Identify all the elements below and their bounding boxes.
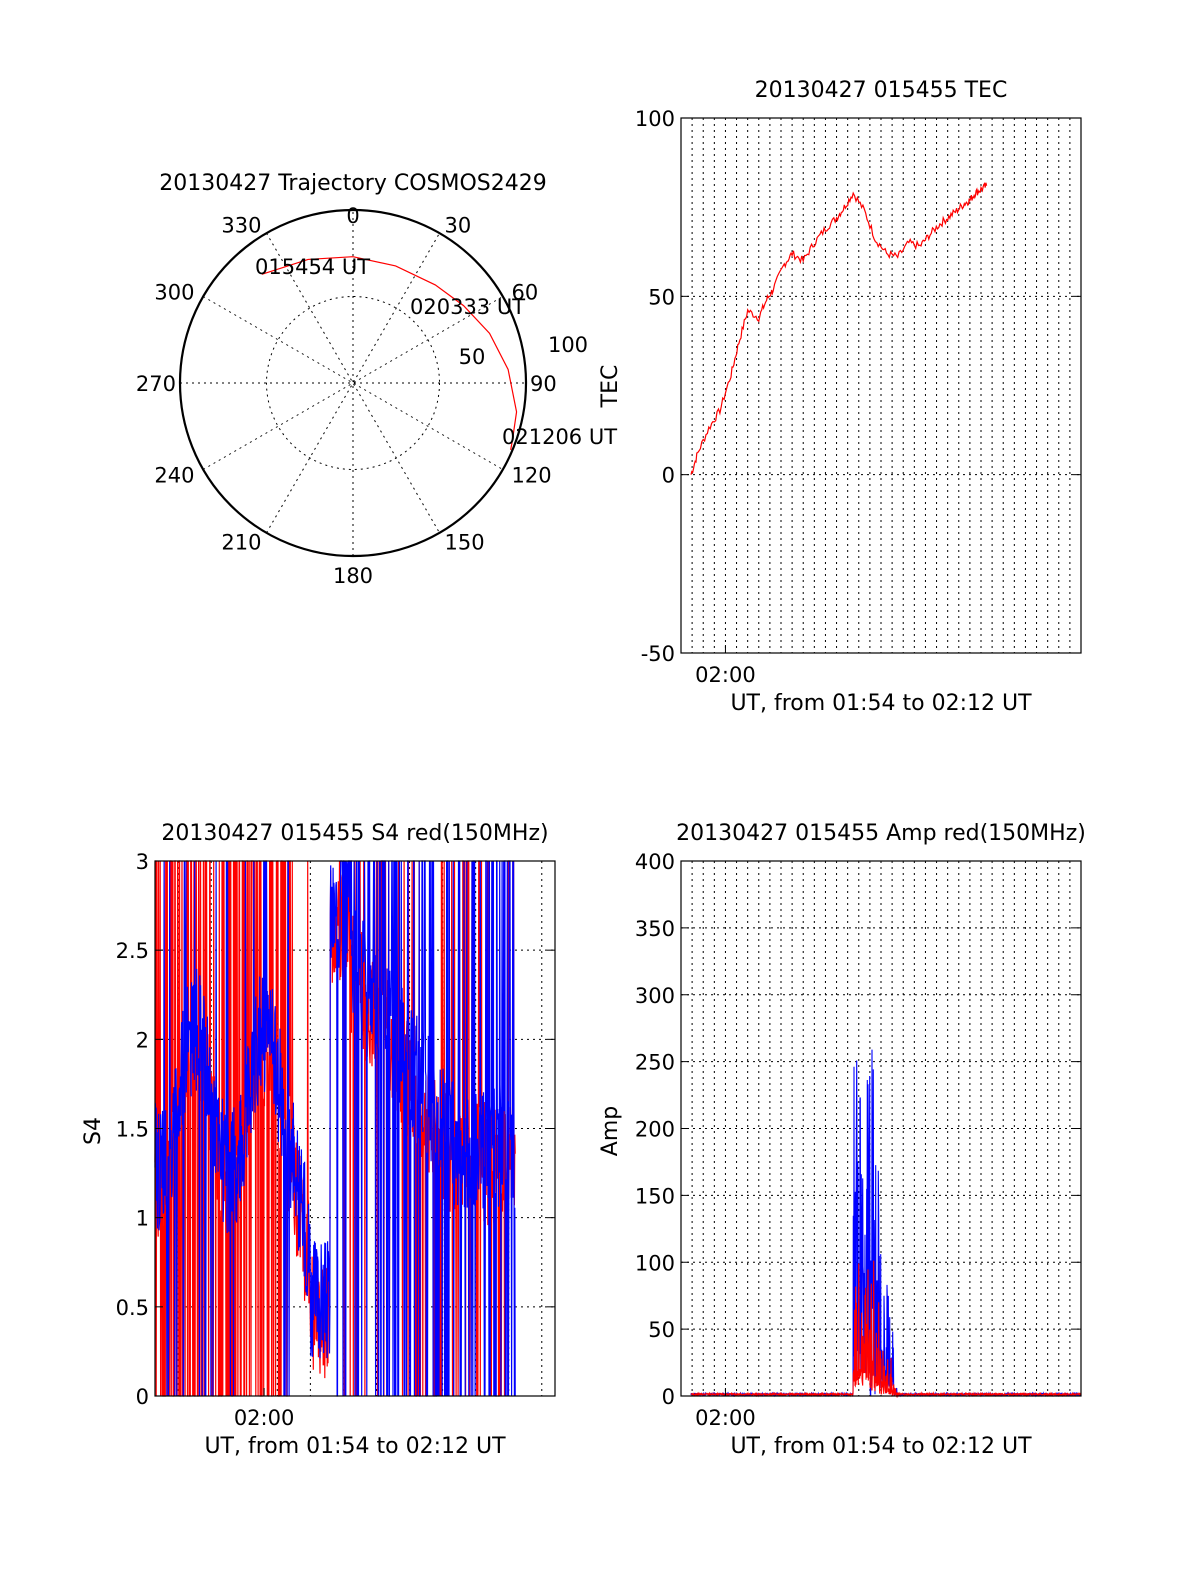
azimuth-label-120: 120 [511,464,551,488]
azimuth-label-150: 150 [445,530,485,554]
amp-blue-line [690,1049,1082,1398]
amp-ytick-label: 350 [635,917,675,941]
trajectory-mid-label: 020333 UT [410,295,525,319]
trajectory-panel: 20130427 Trajectory COSMOS2429 0 30 60 90 12… [136,171,617,588]
amp-panel: 20130427 015455 Amp red(150MHz) 0 50 100 15… [598,821,1086,1459]
s4-ytick-label: 2 [136,1028,149,1052]
azimuth-labels: 0 30 60 90 120 150 180 210 240 270 300 330 [136,204,557,588]
tec-x-axis-label: UT, from 01:54 to 02:12 UT [730,691,1032,716]
amp-x-ticks: 02:00 [695,1388,756,1430]
trajectory-series [261,256,518,451]
azimuth-label-60: 60 [511,281,538,305]
amp-y-axis-label: Amp [598,1106,623,1156]
amp-ytick-label: 400 [635,850,675,874]
s4-ytick-label: 0.5 [116,1296,149,1320]
s4-ytick-label: 0 [136,1385,149,1409]
s4-y-axis-label: S4 [81,1117,106,1145]
tec-y-axis-label: TEC [598,365,623,409]
azimuth-label-240: 240 [154,464,194,488]
tec-x-ticks: 02:00 [695,645,756,687]
tec-ytick-label: 0 [662,464,675,488]
tec-ytick-label: -50 [641,642,675,666]
trajectory-line [261,256,518,451]
tec-ytick-label: 100 [635,107,675,131]
azimuth-label-330: 330 [221,214,261,238]
tec-y-ticks: -50 0 50 100 [635,107,1081,666]
azimuth-label-0: 0 [346,204,359,228]
azimuth-label-90: 90 [530,372,557,396]
s4-ytick-label: 2.5 [116,939,149,963]
polar-spoke-30 [266,232,440,534]
s4-y-ticks: 0 0.5 1 1.5 2 2.5 3 [116,850,555,1409]
tec-plot-frame [680,117,1082,654]
amp-ytick-label: 250 [635,1051,675,1075]
amp-series [690,1049,1082,1399]
s4-title: 20130427 015455 S4 red(150MHz) [161,821,548,846]
azimuth-label-180: 180 [333,564,373,588]
amp-title: 20130427 015455 Amp red(150MHz) [676,821,1086,846]
trajectory-title: 20130427 Trajectory COSMOS2429 [159,171,546,196]
polar-ring-50 [266,296,440,470]
s4-blue-line [154,860,516,1397]
s4-ytick-label: 1.5 [116,1118,149,1142]
s4-ytick-label: 3 [136,850,149,874]
s4-x-axis-label: UT, from 01:54 to 02:12 UT [204,1434,506,1459]
amp-ytick-label: 0 [662,1385,675,1409]
polar-spoke-120 [202,296,504,470]
amp-ytick-label: 300 [635,984,675,1008]
tec-xtick-label: 02:00 [695,663,756,687]
amp-xtick-label: 02:00 [695,1406,756,1430]
amp-ytick-label: 150 [635,1184,675,1208]
polar-spoke-60 [202,296,504,470]
azimuth-label-30: 30 [445,214,472,238]
amp-ytick-label: 50 [648,1318,675,1342]
tec-series [690,182,988,475]
s4-series [154,860,516,1397]
tec-line [690,182,988,475]
amp-red-line [690,1260,1082,1399]
amp-x-axis-label: UT, from 01:54 to 02:12 UT [730,1434,1032,1459]
s4-ytick-label: 1 [136,1207,149,1231]
azimuth-label-300: 300 [154,281,194,305]
s4-xtick-label: 02:00 [234,1406,295,1430]
tec-ytick-label: 50 [648,285,675,309]
amp-ytick-label: 100 [635,1251,675,1275]
amp-y-ticks: 0 50 100 150 200 250 300 350 400 [635,850,1081,1409]
polar-spoke-150 [266,232,440,534]
trajectory-start-label: 015454 UT [255,255,370,279]
amp-ytick-label: 200 [635,1118,675,1142]
s4-x-ticks: 02:00 [234,1388,295,1430]
trajectory-end-label: 021206 UT [502,425,617,449]
azimuth-label-210: 210 [221,530,261,554]
polar-grid [178,208,528,558]
elevation-label-100: 100 [548,333,588,357]
s4-panel: 20130427 015455 S4 red(150MHz) 0 0.5 1 1.5 2… [81,821,556,1459]
tec-grid [681,118,1081,653]
elevation-label-50: 50 [459,345,486,369]
tec-panel: 20130427 015455 TEC -50 0 50 100 02:00 UT, … [598,78,1082,716]
azimuth-label-270: 270 [136,372,176,396]
tec-title: 20130427 015455 TEC [755,78,1008,103]
